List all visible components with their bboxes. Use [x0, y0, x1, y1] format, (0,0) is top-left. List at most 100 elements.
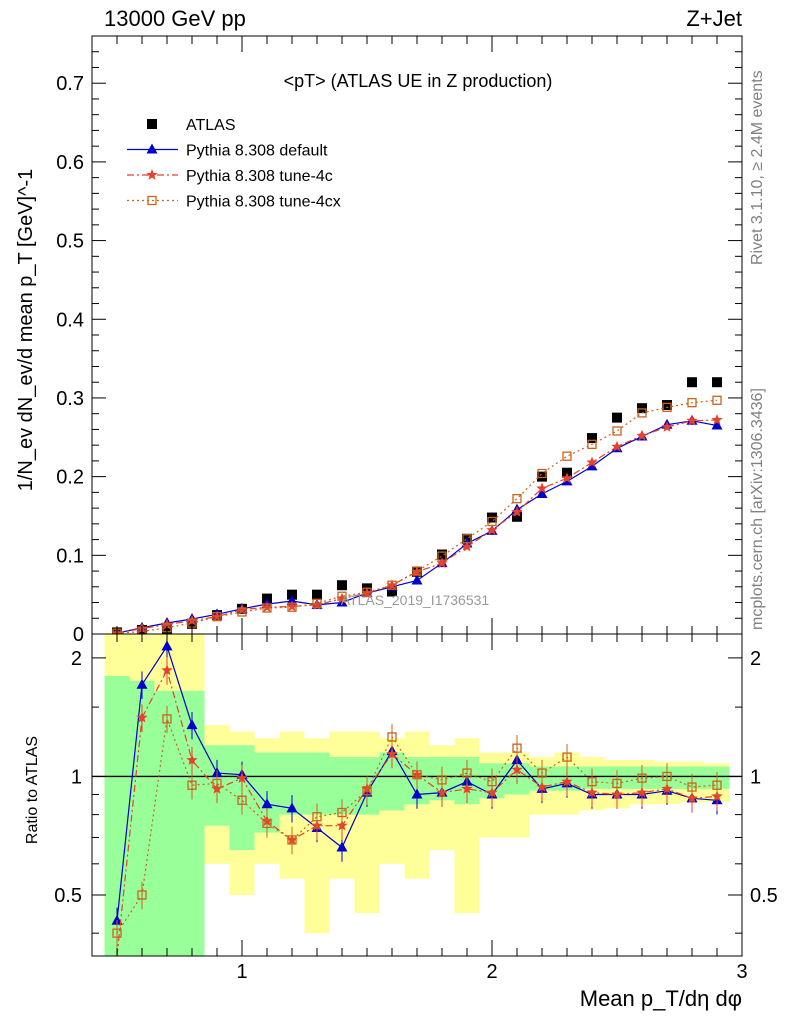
- data-point: [686, 414, 698, 426]
- ratio-point: [487, 777, 497, 787]
- y-tick-label: 0.3: [56, 388, 84, 410]
- x-tick-label: 3: [736, 961, 747, 983]
- data-point: [586, 460, 598, 471]
- ratio-point: [136, 678, 148, 689]
- data-point: [561, 472, 573, 484]
- data-point: [337, 591, 347, 601]
- data-point: [512, 494, 522, 504]
- ratio-y-tick-label: 0.5: [54, 885, 82, 907]
- ratio-point: [387, 732, 397, 742]
- legend-item: ATLAS: [147, 117, 236, 134]
- data-point: [336, 596, 348, 607]
- legend-label: Pythia 8.308 tune-4c: [186, 168, 333, 185]
- data-point: [287, 602, 297, 612]
- main-ylabel: 1/N_ev dN_ev/d mean p_T [GeV]^-1: [15, 169, 37, 492]
- data-point: [612, 412, 622, 423]
- legend-marker: [147, 195, 157, 206]
- ratio-point: [111, 914, 123, 925]
- data-point: [687, 377, 697, 388]
- ratio-point: [386, 748, 398, 759]
- data-point: [262, 603, 272, 613]
- legend-label: Pythia 8.308 default: [186, 143, 328, 160]
- header-right-label: Z+Jet: [686, 6, 742, 31]
- y-tick-label: 0.5: [56, 231, 84, 253]
- legend-marker: [147, 119, 157, 129]
- ratio-point: [286, 802, 298, 813]
- data-point: [637, 408, 647, 418]
- ratio-point: [161, 640, 173, 651]
- data-point: [261, 601, 273, 613]
- data-point: [611, 440, 623, 452]
- data-point: [237, 607, 247, 617]
- ratio-xlabel: Mean p_T/dη dφ: [580, 986, 742, 1011]
- data-point: [711, 414, 723, 425]
- data-point: [511, 506, 523, 517]
- legend-item: Pythia 8.308 tune-4cx: [127, 194, 341, 211]
- ratio-point: [612, 778, 622, 789]
- ratio-point: [562, 752, 572, 762]
- ratio-point: [137, 890, 147, 900]
- x-tick-label: 1: [236, 961, 247, 983]
- data-point: [512, 511, 522, 522]
- data-point: [412, 566, 422, 576]
- y-tick-label: 0.6: [56, 152, 84, 174]
- data-point: [461, 540, 473, 552]
- ratio-point: [537, 768, 547, 778]
- ratio-point: [411, 788, 423, 799]
- data-point: [411, 565, 423, 577]
- data-point: [311, 598, 323, 610]
- legend-marker: [146, 169, 158, 180]
- data-point: [562, 451, 572, 461]
- ratio-ylabel: Ratio to ATLAS: [24, 736, 41, 844]
- ratio-point: [437, 775, 447, 785]
- legend-label: Pythia 8.308 tune-4cx: [186, 194, 341, 211]
- data-point: [637, 403, 647, 414]
- data-point: [287, 589, 297, 600]
- data-point: [636, 429, 648, 441]
- data-point: [337, 580, 347, 591]
- data-point: [612, 426, 622, 436]
- ratio-y-tick-label-right: 1: [750, 766, 761, 788]
- ratio-point: [337, 807, 347, 818]
- legend-marker: [146, 143, 158, 154]
- data-point: [387, 586, 397, 597]
- data-point: [387, 580, 397, 590]
- main-title: <pT> (ATLAS UE in Z production): [284, 71, 553, 91]
- mcplots-label: mcplots.cern.ch [arXiv:1306.3436]: [749, 388, 766, 630]
- ratio-panel: 0.5 0.5 1 1 2 2 1 2 3 Ratio to ATLAS Mean p_T/dη…: [24, 633, 778, 1011]
- ratio-point: [336, 841, 348, 852]
- data-point: [436, 557, 448, 568]
- band-segment: [154, 690, 180, 956]
- data-point: [586, 456, 598, 468]
- ratio-y-tick-label: 2: [71, 648, 82, 670]
- ratio-point: [462, 768, 472, 778]
- header-left-label: 13000 GeV pp: [104, 6, 246, 31]
- main-panel: ATLAS_2019_I1736531 <pT> (ATLAS UE in Z …: [15, 35, 743, 646]
- data-point: [687, 398, 697, 408]
- ratio-point: [237, 795, 247, 805]
- data-point: [286, 600, 298, 612]
- y-tick-label: 0.2: [56, 467, 84, 489]
- data-point: [662, 400, 672, 411]
- legend-item: Pythia 8.308 tune-4c: [127, 168, 333, 185]
- data-point: [537, 471, 547, 482]
- watermark: ATLAS_2019_I1736531: [341, 592, 490, 608]
- ratio-point: [662, 771, 672, 782]
- data-point: [661, 421, 673, 432]
- data-point: [361, 587, 373, 598]
- ratio-y-tick-label-right: 0.5: [750, 885, 778, 907]
- ratio-series-2: [112, 705, 722, 948]
- data-point: [336, 592, 348, 604]
- ratio-point: [511, 763, 523, 775]
- ratio-point: [312, 812, 322, 822]
- data-point: [411, 574, 423, 585]
- legend-label: ATLAS: [186, 117, 236, 134]
- data-point: [312, 598, 322, 608]
- legend-item: Pythia 8.308 default: [127, 143, 328, 160]
- series-line: [116, 399, 718, 634]
- data-point: [187, 618, 197, 629]
- ratio-point: [186, 719, 198, 730]
- data-point: [236, 603, 248, 615]
- ratio-point: [136, 711, 148, 723]
- data-point: [362, 587, 372, 597]
